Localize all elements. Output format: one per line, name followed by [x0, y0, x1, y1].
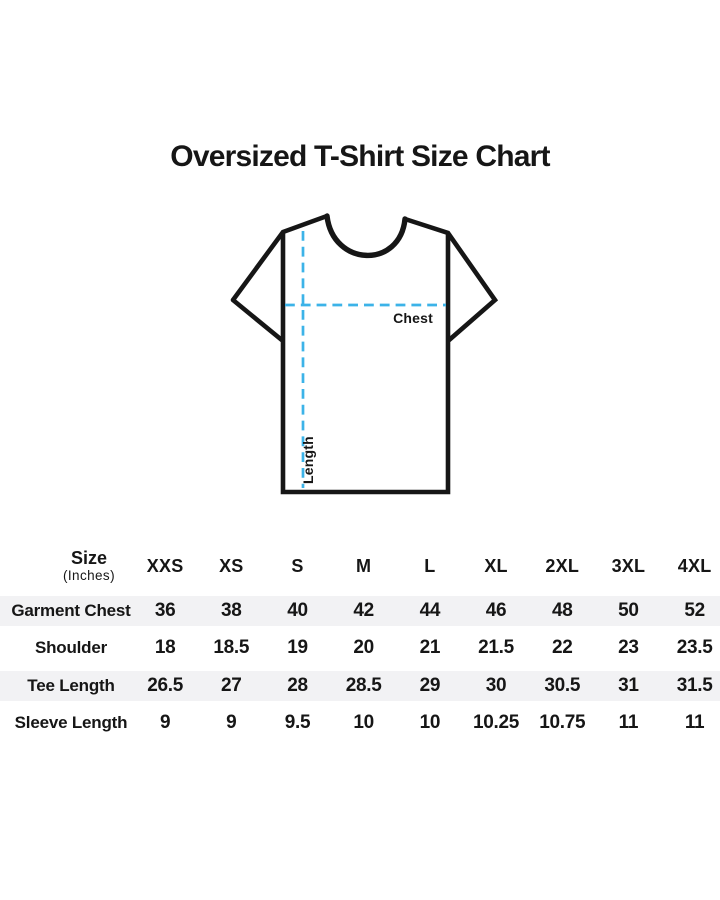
- size-table: Size (Inches) XXS XS S M L XL 2XL 3XL 4X…: [0, 540, 720, 742]
- cell: 31.5: [676, 674, 713, 696]
- cell: 44: [419, 599, 441, 621]
- tshirt-outline: [230, 213, 499, 495]
- cell: 20: [353, 637, 374, 659]
- column-header-4xl: 4XL: [677, 555, 712, 576]
- cell: 23.5: [676, 637, 713, 659]
- length-label: Length: [300, 436, 316, 484]
- row-label: Garment Chest: [11, 600, 131, 620]
- column-header-xxs: XXS: [146, 555, 184, 576]
- size-header: Size (Inches): [0, 547, 132, 584]
- size-header-label: Size: [70, 547, 108, 568]
- cell: 9.5: [284, 712, 311, 734]
- cell: 28: [287, 674, 308, 696]
- cell: 10: [353, 712, 374, 734]
- table-row-shoulder: Shoulder 18 18.5 19 20 21 21.5 22 23 23.…: [0, 630, 720, 668]
- cell: 11: [618, 712, 639, 734]
- row-label: Sleeve Length: [14, 713, 128, 733]
- row-label: Tee Length: [27, 675, 115, 695]
- cell: 50: [618, 599, 639, 621]
- cell: 48: [551, 599, 573, 621]
- cell: 30.5: [544, 674, 581, 696]
- row-label: Shoulder: [34, 638, 108, 658]
- cell: 18: [154, 637, 176, 659]
- cell: 10.75: [539, 712, 586, 734]
- cell: 46: [485, 599, 507, 621]
- cell: 42: [353, 599, 374, 621]
- cell: 21.5: [478, 637, 514, 659]
- table-header-row: Size (Inches) XXS XS S M L XL 2XL 3XL 4X…: [0, 540, 720, 592]
- cell: 52: [684, 599, 705, 621]
- cell: 30: [485, 674, 507, 696]
- tshirt-diagram: Chest Length: [230, 213, 499, 495]
- cell: 40: [287, 599, 308, 621]
- column-header-s: S: [291, 555, 304, 576]
- column-header-xs: XS: [219, 555, 244, 576]
- cell: 38: [221, 599, 242, 621]
- cell: 10.25: [473, 712, 520, 734]
- column-header-2xl: 2XL: [545, 555, 580, 576]
- cell: 29: [419, 674, 441, 696]
- cell: 27: [221, 674, 242, 696]
- size-header-unit: (Inches): [63, 567, 115, 583]
- cell: 11: [684, 712, 705, 734]
- tshirt-collar: [324, 213, 408, 258]
- cell: 19: [287, 637, 308, 659]
- cell: 22: [551, 637, 573, 659]
- column-header-m: M: [356, 555, 372, 576]
- column-header-xl: XL: [484, 555, 508, 576]
- column-header-3xl: 3XL: [611, 555, 646, 576]
- cell: 9: [159, 712, 171, 734]
- cell: 18.5: [213, 637, 250, 659]
- cell: 23: [618, 637, 639, 659]
- cell: 21: [419, 637, 441, 659]
- cell: 26.5: [147, 674, 183, 696]
- column-header-l: L: [424, 555, 436, 576]
- table-row-garment-chest: Garment Chest 36 38 40 42 44 46 48 50 52: [0, 592, 720, 630]
- chest-label: Chest: [393, 310, 433, 326]
- cell: 9: [226, 712, 237, 734]
- cell: 28.5: [345, 674, 382, 696]
- table-row-tee-length: Tee Length 26.5 27 28 28.5 29 30 30.5 31…: [0, 667, 720, 705]
- cell: 31: [618, 674, 639, 696]
- page-title: Oversized T-Shirt Size Chart: [170, 140, 550, 173]
- table-row-sleeve-length: Sleeve Length 9 9 9.5 10 10 10.25 10.75 …: [0, 705, 720, 743]
- cell: 36: [154, 599, 176, 621]
- cell: 10: [419, 712, 441, 734]
